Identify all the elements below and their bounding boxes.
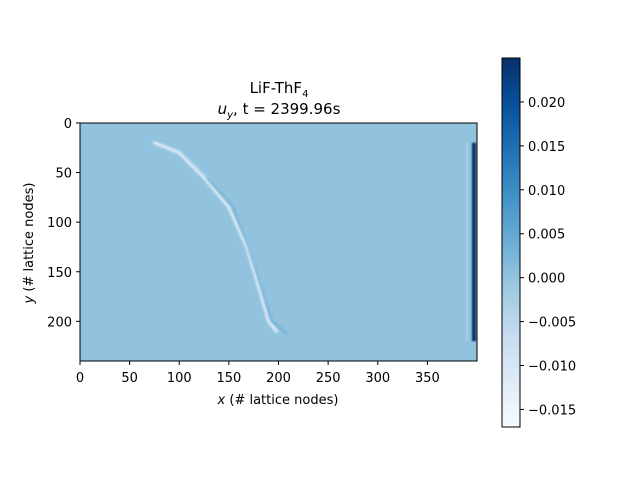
y-tick-label: 100 xyxy=(47,216,72,231)
colorbar-tick-label: 0.010 xyxy=(528,184,565,199)
x-axis: 0 50 100 150 200 250 300 350 xyxy=(76,361,440,386)
colorbar-ticks: −0.015 −0.010 −0.005 0.000 0.005 0.010 0.015 0.… xyxy=(520,96,576,418)
colorbar-tick-label: 0.000 xyxy=(528,272,565,287)
x-tick-label: 100 xyxy=(167,371,192,386)
chart-title-line1: LiF-ThF4 xyxy=(250,79,309,100)
y-tick-label: 150 xyxy=(47,266,72,281)
y-tick-label: 200 xyxy=(47,315,72,330)
colorbar: −0.015 −0.010 −0.005 0.000 0.005 0.010 0.015 0.… xyxy=(501,57,576,428)
heatmap-boundary-edge xyxy=(466,142,469,342)
y-tick-label: 50 xyxy=(55,167,72,182)
x-axis-label: x (# lattice nodes) xyxy=(217,393,339,408)
heatmap-features xyxy=(152,141,477,342)
heatmap xyxy=(80,123,477,361)
y-axis: 0 50 100 150 200 xyxy=(47,117,80,330)
heatmap-boundary-band xyxy=(472,142,477,342)
x-tick-label: 50 xyxy=(121,371,138,386)
colorbar-gradient xyxy=(501,57,521,428)
x-tick-label: 150 xyxy=(216,371,241,386)
heatmap-negative-streak xyxy=(152,141,278,333)
x-tick-label: 0 xyxy=(76,371,84,386)
heatmap-background xyxy=(80,123,477,361)
y-axis-label: y (# lattice nodes) xyxy=(22,183,37,305)
colorbar-tick-label: 0.015 xyxy=(528,140,565,155)
heatmap-positive-edge xyxy=(206,177,289,335)
x-tick-label: 300 xyxy=(365,371,390,386)
chart-title-line2: uy, t = 2399.96s xyxy=(218,100,341,121)
colorbar-tick-label: −0.015 xyxy=(528,403,576,418)
x-tick-label: 200 xyxy=(266,371,291,386)
colorbar-tick-label: −0.005 xyxy=(528,316,576,331)
colorbar-tick-label: 0.020 xyxy=(528,96,565,111)
y-tick-label: 0 xyxy=(64,117,72,132)
x-tick-label: 250 xyxy=(316,371,341,386)
x-tick-label: 350 xyxy=(415,371,440,386)
colorbar-tick-label: 0.005 xyxy=(528,228,565,243)
colorbar-tick-label: −0.010 xyxy=(528,360,576,375)
